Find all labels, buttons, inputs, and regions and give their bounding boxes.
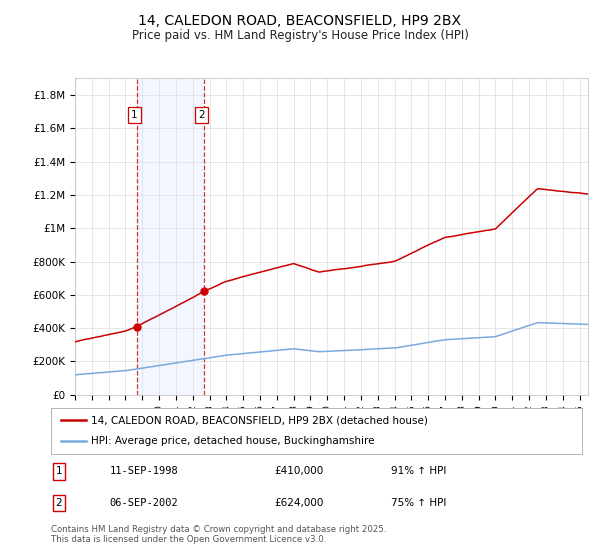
Text: 14, CALEDON ROAD, BEACONSFIELD, HP9 2BX: 14, CALEDON ROAD, BEACONSFIELD, HP9 2BX bbox=[139, 14, 461, 28]
Bar bbox=[137, 78, 204, 395]
Text: Contains HM Land Registry data © Crown copyright and database right 2025.
This d: Contains HM Land Registry data © Crown c… bbox=[51, 525, 386, 544]
Text: £624,000: £624,000 bbox=[274, 498, 323, 508]
Text: £410,000: £410,000 bbox=[274, 466, 323, 477]
Text: 11-SEP-1998: 11-SEP-1998 bbox=[109, 466, 178, 477]
Text: 2: 2 bbox=[56, 498, 62, 508]
Text: 06-SEP-2002: 06-SEP-2002 bbox=[109, 498, 178, 508]
Text: 14, CALEDON ROAD, BEACONSFIELD, HP9 2BX (detached house): 14, CALEDON ROAD, BEACONSFIELD, HP9 2BX … bbox=[91, 415, 428, 425]
Text: Price paid vs. HM Land Registry's House Price Index (HPI): Price paid vs. HM Land Registry's House … bbox=[131, 29, 469, 42]
Text: 75% ↑ HPI: 75% ↑ HPI bbox=[391, 498, 446, 508]
Text: 1: 1 bbox=[56, 466, 62, 477]
Text: HPI: Average price, detached house, Buckinghamshire: HPI: Average price, detached house, Buck… bbox=[91, 436, 374, 446]
Text: 91% ↑ HPI: 91% ↑ HPI bbox=[391, 466, 446, 477]
Text: 2: 2 bbox=[199, 110, 205, 120]
Text: 1: 1 bbox=[131, 110, 138, 120]
